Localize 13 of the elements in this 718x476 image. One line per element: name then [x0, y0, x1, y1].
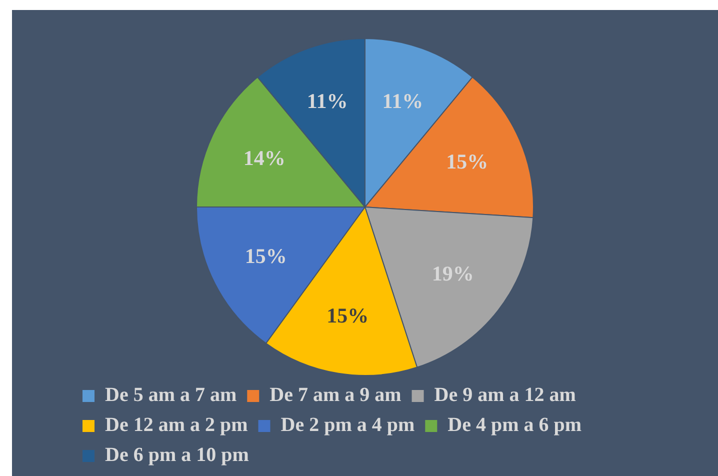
- data-label: 11%: [382, 88, 424, 113]
- legend-label: De 12 am a 2 pm: [105, 414, 248, 436]
- legend-label: De 7 am a 9 am: [270, 384, 402, 406]
- data-label: 15%: [244, 244, 287, 268]
- data-label: 15%: [446, 149, 488, 174]
- legend-label: De 9 am a 12 am: [434, 384, 576, 406]
- data-label: 15%: [326, 303, 369, 328]
- legend-label: De 4 pm a 6 pm: [448, 414, 582, 436]
- legend-label: De 2 pm a 4 pm: [280, 414, 415, 436]
- data-label: 11%: [306, 88, 348, 113]
- legend-label: De 5 am a 7 am: [105, 384, 237, 406]
- data-label: 14%: [243, 146, 286, 170]
- legend-label: De 6 pm a 10 pm: [105, 444, 250, 466]
